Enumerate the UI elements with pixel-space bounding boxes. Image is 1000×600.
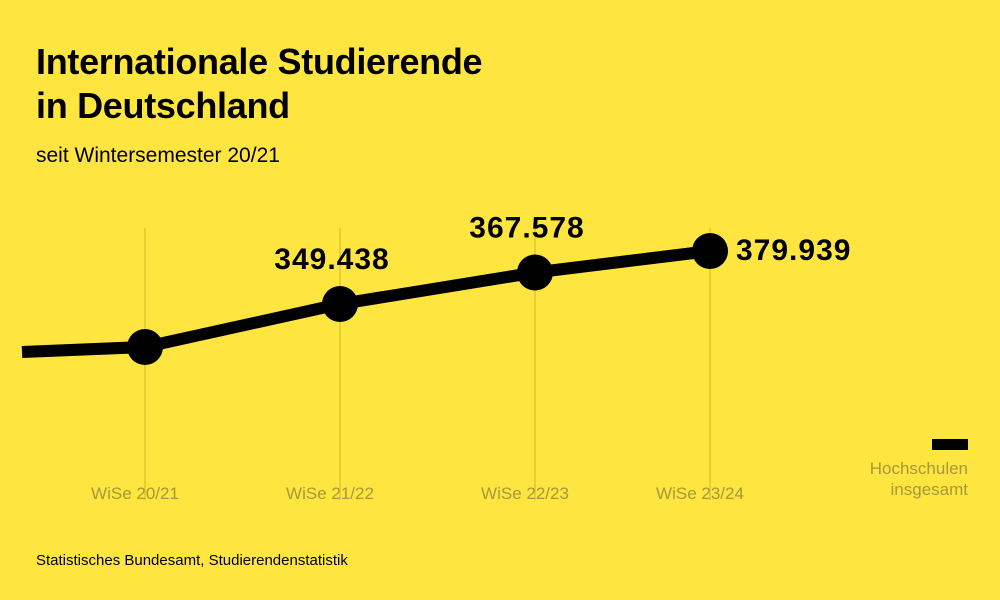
legend-label: Hochschulen insgesamt (808, 458, 968, 500)
legend-swatch (932, 439, 968, 450)
legend-label-line-1: Hochschulen (869, 459, 968, 478)
data-point-3 (517, 254, 553, 291)
source-note: Statistisches Bundesamt, Studierendensta… (36, 552, 348, 569)
title-line-1: Internationale Studierende (36, 41, 483, 82)
x-tick-label-2: WiSe 21/22 (286, 484, 374, 503)
x-tick-label-1: WiSe 20/21 (91, 484, 179, 503)
x-tick-label-3: WiSe 22/23 (481, 484, 569, 503)
data-label-4: 379.939 (736, 234, 851, 267)
chart-title: Internationale Studierende in Deutschlan… (36, 40, 736, 128)
title-line-2: in Deutschland (36, 85, 290, 126)
data-point-2 (322, 286, 358, 323)
data-point-1 (127, 329, 163, 365)
data-label-2: 349.438 (274, 243, 389, 276)
data-label-3: 367.578 (469, 211, 584, 244)
data-point-4 (692, 233, 728, 269)
x-tick-label-4: WiSe 23/24 (656, 484, 744, 503)
legend-label-line-2: insgesamt (890, 480, 968, 499)
chart-subtitle: seit Wintersemester 20/21 (36, 144, 280, 167)
